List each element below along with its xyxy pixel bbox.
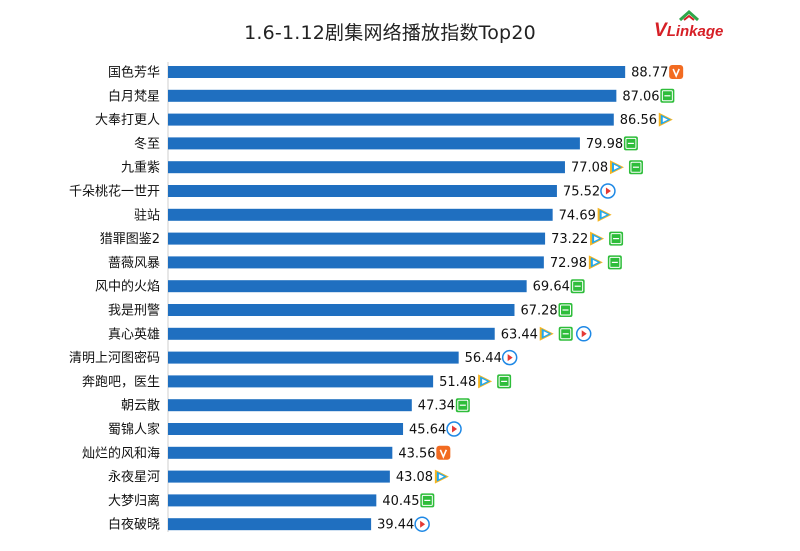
bar — [168, 113, 614, 126]
tencent-video-icon — [658, 112, 673, 127]
bar — [168, 137, 580, 150]
category-label: 风中的火焰 — [95, 279, 160, 295]
iqiyi-icon — [420, 493, 435, 508]
category-label: 白月梵星 — [108, 88, 160, 104]
logo-v: V — [654, 20, 667, 41]
iqiyi-icon — [455, 398, 470, 413]
value-label: 73.22 — [551, 232, 588, 247]
youku-icon — [575, 326, 592, 342]
bar — [168, 256, 544, 269]
value-label: 72.98 — [550, 256, 587, 271]
bar — [168, 208, 553, 221]
logo-rest: Linkage — [666, 23, 724, 40]
youku-icon — [446, 421, 462, 437]
bar — [168, 66, 626, 78]
category-label: 国色芳华 — [108, 65, 160, 81]
tencent-video-icon — [588, 255, 603, 270]
bar — [168, 304, 515, 316]
category-label: 大梦归离 — [108, 493, 160, 509]
bar — [168, 280, 527, 293]
category-label: 猎罪图鉴2 — [100, 232, 160, 247]
bar — [168, 89, 617, 102]
mgtv-icon — [436, 445, 451, 460]
iqiyi-icon — [558, 326, 573, 341]
iqiyi-icon — [497, 374, 512, 389]
iqiyi-icon — [558, 303, 573, 317]
tencent-video-icon — [539, 326, 554, 341]
bar — [168, 423, 404, 435]
bar — [168, 232, 546, 245]
tencent-video-icon — [434, 469, 449, 484]
category-label: 千朵桃花一世开 — [69, 184, 160, 200]
vlinkage-logo: VLinkage — [654, 10, 724, 42]
bar — [168, 327, 495, 340]
iqiyi-icon — [623, 136, 638, 151]
category-label: 永夜星河 — [108, 470, 160, 485]
category-label: 蜀锦人家 — [108, 422, 160, 438]
value-label: 63.44 — [501, 327, 538, 342]
category-label: 驻站 — [134, 208, 160, 223]
value-label: 69.64 — [533, 280, 570, 295]
category-label: 白夜破晓 — [108, 517, 160, 533]
tencent-video-icon — [609, 160, 624, 175]
bar — [168, 375, 434, 388]
value-label: 74.69 — [559, 208, 596, 223]
category-label: 蔷薇风暴 — [108, 256, 160, 271]
category-label: 朝云散 — [121, 399, 160, 414]
category-label: 大奉打更人 — [95, 113, 160, 128]
bar — [168, 518, 372, 531]
category-label: 奔跑吧，医生 — [82, 375, 160, 390]
tencent-video-icon — [478, 374, 493, 389]
youku-icon — [414, 516, 430, 532]
value-label: 87.06 — [622, 89, 659, 104]
iqiyi-icon — [570, 279, 585, 294]
youku-icon — [501, 349, 518, 366]
value-label: 40.45 — [382, 494, 419, 509]
value-label: 88.77 — [631, 66, 668, 81]
iqiyi-icon — [628, 160, 643, 175]
category-label: 灿烂的风和海 — [82, 445, 160, 461]
iqiyi-icon — [660, 88, 675, 103]
bar — [168, 185, 557, 197]
value-label: 43.08 — [396, 470, 433, 485]
bar — [168, 399, 412, 412]
mgtv-icon — [669, 65, 684, 79]
category-label: 冬至 — [134, 136, 160, 152]
value-label: 39.44 — [377, 518, 414, 533]
value-label: 67.28 — [520, 304, 557, 319]
category-label: 清明上河图密码 — [69, 350, 160, 366]
tencent-video-icon — [597, 207, 612, 222]
category-label: 真心英雄 — [108, 327, 160, 342]
youku-icon — [600, 183, 616, 199]
value-label: 51.48 — [439, 375, 476, 390]
logo-mark-icon — [679, 10, 699, 22]
value-label: 79.98 — [586, 137, 623, 152]
bar — [168, 470, 390, 483]
bar — [168, 494, 377, 507]
chart-title: 1.6-1.12剧集网络播放指数Top20 — [244, 22, 536, 44]
tencent-video-icon — [590, 231, 605, 246]
bar — [168, 161, 565, 174]
value-label: 75.52 — [563, 185, 600, 200]
bar — [168, 446, 393, 459]
value-label: 47.34 — [418, 399, 455, 414]
value-label: 43.56 — [398, 446, 435, 461]
iqiyi-icon — [607, 255, 622, 270]
value-label: 86.56 — [620, 113, 657, 128]
value-label: 77.08 — [571, 161, 608, 176]
value-label: 56.44 — [465, 351, 502, 366]
category-label: 我是刑警 — [108, 303, 160, 319]
bar — [168, 351, 459, 364]
category-label: 九重紫 — [121, 160, 160, 176]
value-label: 45.64 — [409, 423, 446, 438]
iqiyi-icon — [609, 231, 624, 246]
